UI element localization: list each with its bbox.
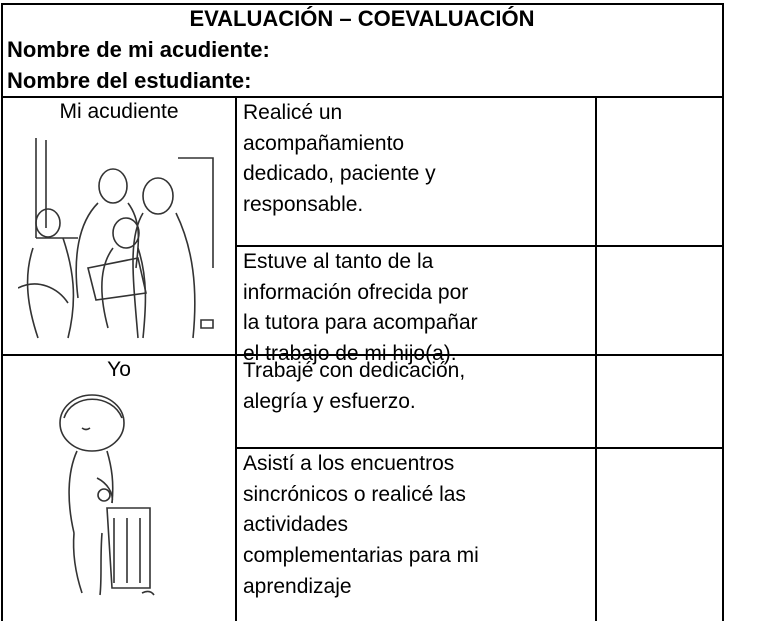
criterion-text: actividades bbox=[243, 513, 349, 537]
field-label: Nombre del estudiante: bbox=[7, 68, 252, 93]
criterion-text: Trabajé con dedicación, bbox=[243, 359, 466, 382]
criterion-text: Realicé un bbox=[243, 101, 343, 124]
border bbox=[1, 96, 724, 98]
border bbox=[1, 3, 3, 621]
border bbox=[235, 245, 724, 247]
criterion-text: Estuve al tanto de la bbox=[243, 250, 434, 273]
border bbox=[722, 3, 724, 621]
criterion-text: complementarias para mi bbox=[243, 544, 479, 568]
row-label: Mi acudiente bbox=[59, 100, 179, 123]
border bbox=[1, 3, 724, 5]
criterion-text: el trabajo de mi hijo(a). bbox=[243, 342, 457, 366]
criterion-text: acompañamiento bbox=[243, 131, 405, 155]
criterion-text: información ofrecida por bbox=[243, 280, 469, 304]
border bbox=[235, 96, 237, 621]
criterion-text: la tutora para acompañar bbox=[243, 311, 478, 335]
border bbox=[1, 354, 724, 356]
criterion-text: sincrónicos o realicé las bbox=[243, 482, 466, 506]
student-illustration bbox=[59, 394, 155, 596]
criterion-text: dedicado, paciente y bbox=[243, 162, 436, 186]
criterion-text: Asistí a los encuentros bbox=[243, 452, 455, 475]
criterion-text: aprendizaje bbox=[243, 574, 352, 598]
criterion-text: responsable. bbox=[243, 193, 364, 217]
border bbox=[235, 447, 724, 449]
field-label: Nombre de mi acudiente: bbox=[7, 37, 270, 62]
border bbox=[595, 96, 597, 621]
title: EVALUACIÓN – COEVALUACIÓN bbox=[189, 6, 535, 31]
parent-illustration bbox=[18, 138, 214, 339]
criterion-text: alegría y esfuerzo. bbox=[243, 389, 416, 413]
row-label: Yo bbox=[107, 358, 131, 381]
